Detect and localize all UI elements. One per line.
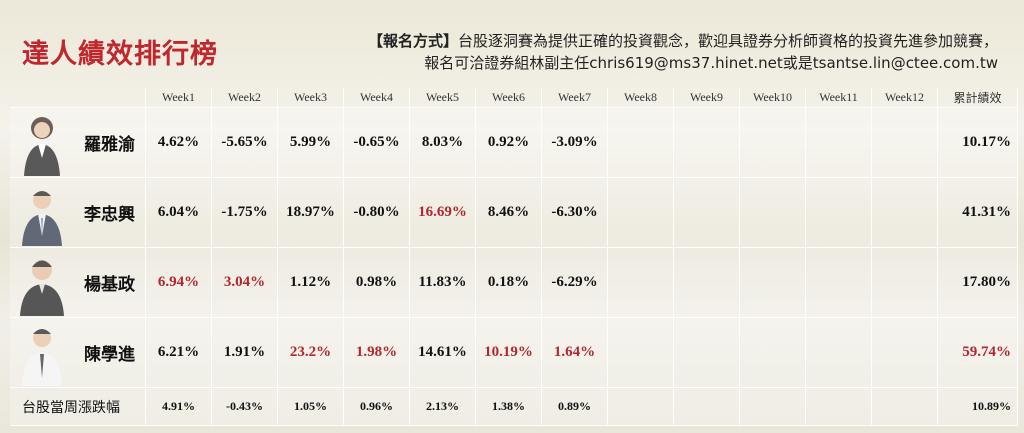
column-header: Week8 [608, 88, 674, 108]
avatar [22, 191, 62, 246]
avatar [20, 260, 64, 316]
value-cell: 1.91% [212, 318, 278, 388]
empty-cell [674, 248, 740, 318]
column-header: Week5 [410, 88, 476, 108]
column-header: Week4 [344, 88, 410, 108]
avatar [24, 117, 60, 176]
column-header: Week6 [476, 88, 542, 108]
value-cell: 11.83% [410, 248, 476, 318]
value-cell: 5.99% [278, 108, 344, 178]
value-cell: 1.64% [542, 318, 608, 388]
value-cell: 4.62% [146, 108, 212, 178]
empty-cell [674, 318, 740, 388]
notice-text: 台股逐洞賽為提供正確的投資觀念，歡迎具證券分析師資格的投資先進參加競賽， [457, 32, 998, 50]
value-cell: 1.38% [476, 388, 542, 426]
value-cell: 14.61% [410, 318, 476, 388]
total-cell: 10.89% [938, 388, 1018, 426]
row-bg [10, 108, 1018, 178]
name-cell: 台股當周漲跌幅 [10, 388, 146, 426]
avatars [20, 117, 64, 386]
value-cell: -0.80% [344, 178, 410, 248]
empty-cell [872, 318, 938, 388]
empty-cell [872, 388, 938, 426]
empty-cell [806, 178, 872, 248]
column-header: Week7 [542, 88, 608, 108]
empty-cell [608, 318, 674, 388]
value-cell: 23.2% [278, 318, 344, 388]
value-cell: 18.97% [278, 178, 344, 248]
page-title: 達人績效排行榜 [22, 39, 218, 70]
empty-cell [806, 108, 872, 178]
column-header: Week10 [740, 88, 806, 108]
empty-cell [806, 318, 872, 388]
value-cell: -1.75% [212, 178, 278, 248]
empty-cell [608, 248, 674, 318]
value-cell: 1.12% [278, 248, 344, 318]
empty-cell [806, 388, 872, 426]
value-cell: 8.03% [410, 108, 476, 178]
value-cell: 0.89% [542, 388, 608, 426]
empty-cell [740, 248, 806, 318]
total-cell: 59.74% [938, 318, 1018, 388]
name-cell: 楊基政 [10, 248, 146, 318]
row-bg [10, 248, 1018, 318]
empty-cell [740, 108, 806, 178]
value-cell: -5.65% [212, 108, 278, 178]
empty-cell [674, 108, 740, 178]
value-cell: -0.65% [344, 108, 410, 178]
empty-cell [872, 108, 938, 178]
value-cell: 8.46% [476, 178, 542, 248]
value-cell: 3.04% [212, 248, 278, 318]
value-cell: -6.30% [542, 178, 608, 248]
name-cell: 陳學進 [10, 318, 146, 388]
value-cell: 4.91% [146, 388, 212, 426]
empty-cell [872, 178, 938, 248]
total-cell: 41.31% [938, 178, 1018, 248]
value-cell: 1.98% [344, 318, 410, 388]
avatar [22, 329, 62, 386]
value-cell: -0.43% [212, 388, 278, 426]
column-header: Week12 [872, 88, 938, 108]
value-cell: 6.04% [146, 178, 212, 248]
empty-cell [608, 178, 674, 248]
row-bg [10, 318, 1018, 388]
empty-cell [674, 178, 740, 248]
row-bg [10, 178, 1018, 248]
value-cell: 0.18% [476, 248, 542, 318]
value-cell: 1.05% [278, 388, 344, 426]
notice-line: 【報名方式】台股逐洞賽為提供正確的投資觀念，歡迎具證券分析師資格的投資先進參加競… [368, 30, 998, 51]
value-cell: 6.94% [146, 248, 212, 318]
empty-cell [740, 318, 806, 388]
empty-cell [740, 178, 806, 248]
value-cell: -6.29% [542, 248, 608, 318]
value-cell: 6.21% [146, 318, 212, 388]
value-cell: 10.19% [476, 318, 542, 388]
value-cell: -3.09% [542, 108, 608, 178]
column-header: Week9 [674, 88, 740, 108]
value-cell: 2.13% [410, 388, 476, 426]
empty-cell [674, 388, 740, 426]
name-cell: 李忠興 [10, 178, 146, 248]
header-cell [10, 88, 146, 108]
empty-cell [608, 108, 674, 178]
column-header: Week2 [212, 88, 278, 108]
total-cell: 17.80% [938, 248, 1018, 318]
name-cell: 羅雅渝 [10, 108, 146, 178]
empty-cell [872, 248, 938, 318]
value-cell: 0.92% [476, 108, 542, 178]
notice-label: 【報名方式】 [367, 32, 458, 50]
total-cell: 10.17% [938, 108, 1018, 178]
notice-line: 報名可洽證券組林副主任chris619@ms37.hinet.net或是tsan… [424, 54, 998, 72]
value-cell: 0.96% [344, 388, 410, 426]
value-cell: 0.98% [344, 248, 410, 318]
column-header: 累計績效 [938, 88, 1018, 108]
column-header: Week3 [278, 88, 344, 108]
column-header: Week11 [806, 88, 872, 108]
empty-cell [608, 388, 674, 426]
empty-cell [740, 388, 806, 426]
value-cell: 16.69% [410, 178, 476, 248]
column-header: Week1 [146, 88, 212, 108]
empty-cell [806, 248, 872, 318]
